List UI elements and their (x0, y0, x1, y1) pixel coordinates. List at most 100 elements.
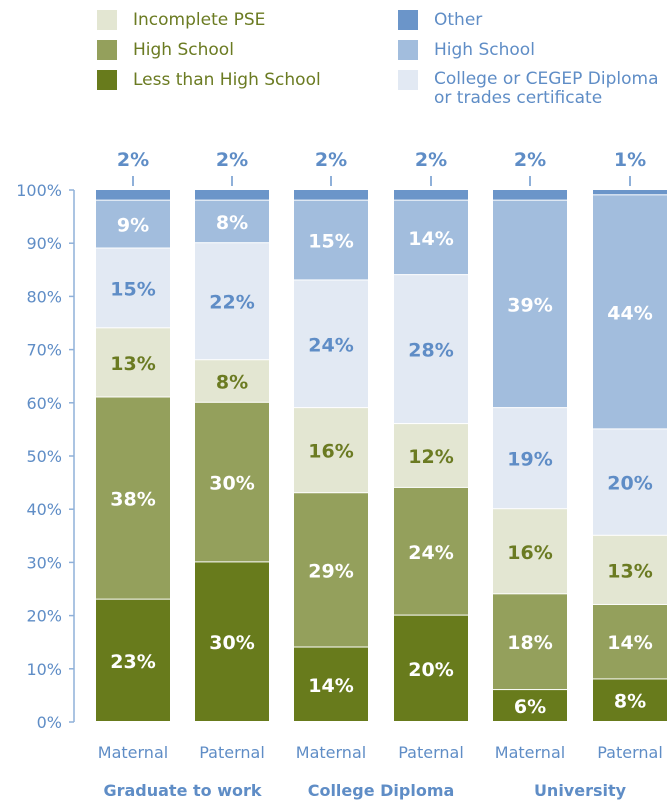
bar-segment (195, 200, 269, 243)
data-label: 28% (408, 340, 453, 362)
data-label: 24% (308, 334, 353, 356)
bar-segment (195, 402, 269, 562)
data-label: 19% (507, 449, 552, 471)
bar-segment (294, 493, 368, 647)
data-label: 14% (607, 632, 652, 654)
legend-item-other: Other (398, 10, 482, 30)
bar-segment (593, 429, 667, 535)
data-label: 8% (216, 372, 248, 394)
data-label: 15% (308, 231, 353, 253)
bar-segment (96, 397, 170, 599)
bar-segment (96, 248, 170, 328)
legend-item-high-school-blue: High School (398, 40, 535, 60)
bar-segment (493, 408, 567, 509)
bar-segment (593, 190, 667, 195)
x-category-label: Paternal (398, 743, 464, 762)
bar-segment (195, 190, 269, 200)
data-label: 6% (514, 696, 546, 718)
bar-segment (593, 195, 667, 429)
data-label: 22% (209, 292, 254, 314)
bar-segment (195, 360, 269, 402)
bar-segment (294, 408, 368, 493)
data-label: 24% (408, 542, 453, 564)
y-tick-label: 0% (37, 713, 62, 732)
bar-segment (394, 190, 468, 200)
bar-segment (394, 275, 468, 424)
bar-segment (493, 690, 567, 721)
data-label: 12% (408, 446, 453, 468)
data-label: 20% (408, 659, 453, 681)
bar-segment (593, 604, 667, 679)
data-label-top: 1% (614, 149, 646, 171)
bar-segment (493, 594, 567, 690)
data-label: 8% (614, 691, 646, 713)
legend-label: Other (434, 10, 483, 30)
data-label: 8% (216, 212, 248, 234)
legend-label: College or CEGEP Diploma or trades certi… (434, 69, 659, 108)
data-label: 14% (308, 675, 353, 697)
legend-label: High School (434, 40, 535, 60)
legend-label: Incomplete PSE (133, 10, 266, 30)
bar-segment (394, 424, 468, 487)
y-tick-label: 20% (26, 607, 62, 626)
legend-item-college-diploma: College or CEGEP Diploma or trades certi… (398, 70, 664, 108)
data-label: 16% (507, 542, 552, 564)
bar-segment (96, 200, 170, 248)
bar-segment (96, 328, 170, 397)
legend-label: Less than High School (133, 70, 321, 90)
y-tick-label: 10% (26, 660, 62, 679)
y-tick-label: 70% (26, 341, 62, 360)
x-category-label: Maternal (296, 743, 366, 762)
bar-segment (294, 647, 368, 721)
legend-item-less-than-high-school: Less than High School (97, 70, 321, 90)
data-label: 15% (110, 278, 155, 300)
bar-segment (394, 615, 468, 721)
y-tick-label: 60% (26, 394, 62, 413)
bar-segment (493, 509, 567, 594)
legend-swatch-other (398, 10, 418, 30)
bar-segment (593, 679, 667, 721)
x-category-label: Paternal (199, 743, 265, 762)
data-label: 39% (507, 294, 552, 316)
y-tick-label: 40% (26, 500, 62, 519)
data-label: 20% (607, 473, 652, 495)
x-category-label: Maternal (98, 743, 168, 762)
data-label-top: 2% (216, 149, 248, 171)
legend-swatch-high-school (97, 40, 117, 60)
data-label: 13% (110, 353, 155, 375)
bar-segment (96, 599, 170, 721)
legend-swatch-incomplete-pse (97, 10, 117, 30)
bar-segment (593, 535, 667, 604)
data-label: 30% (209, 473, 254, 495)
x-group-label: College Diploma (308, 781, 455, 800)
data-label: 14% (408, 228, 453, 250)
y-tick-label: 90% (26, 234, 62, 253)
legend-swatch-less-than-high-school (97, 70, 117, 90)
legend-swatch-high-school-blue (398, 40, 418, 60)
y-tick-label: 100% (16, 181, 62, 200)
bar-segment (294, 200, 368, 280)
legend-swatch-college-diploma (398, 70, 418, 90)
data-label: 18% (507, 632, 552, 654)
bar-segment (195, 243, 269, 360)
bar-segment (195, 562, 269, 721)
y-tick-label: 80% (26, 287, 62, 306)
bar-segment (493, 200, 567, 408)
data-label-top: 2% (315, 149, 347, 171)
data-label: 16% (308, 441, 353, 463)
bar-segment (394, 200, 468, 275)
bar-segment (96, 190, 170, 200)
x-category-label: Paternal (597, 743, 663, 762)
x-group-label: Graduate to work (103, 781, 261, 800)
data-label: 13% (607, 560, 652, 582)
bar-segment (294, 280, 368, 408)
x-group-label: University (534, 781, 627, 800)
data-label: 38% (110, 489, 155, 511)
data-label-top: 2% (514, 149, 546, 171)
legend-label: High School (133, 40, 234, 60)
bar-segment (493, 190, 567, 200)
data-label: 30% (209, 632, 254, 654)
data-label: 44% (607, 302, 652, 324)
data-label: 23% (110, 651, 155, 673)
bar-segment (394, 487, 468, 615)
